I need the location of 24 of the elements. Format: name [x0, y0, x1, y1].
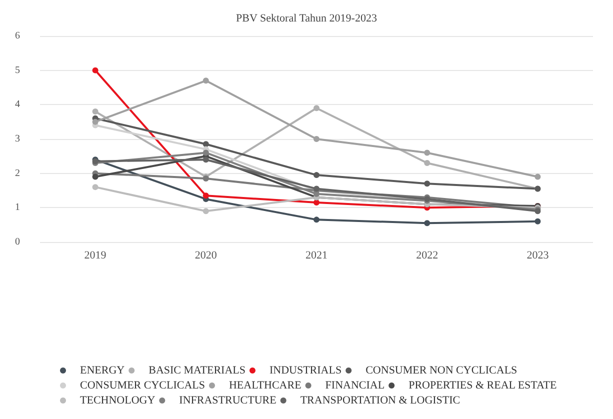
chart-title: PBV Sektoral Tahun 2019-2023 [236, 12, 378, 24]
y-tick-label: 0 [15, 236, 20, 248]
legend-label: FINANCIAL [325, 380, 385, 392]
legend-label: TECHNOLOGY [80, 394, 156, 406]
y-tick-label: 1 [15, 202, 20, 214]
x-tick-label: 2023 [526, 250, 550, 262]
y-tick-label: 6 [15, 30, 20, 42]
legend-label: CONSUMER CYCLICALS [80, 380, 205, 392]
legend-label: PROPERTIES & REAL ESTATE [408, 380, 557, 392]
legend-label: CONSUMER NON CYCLICALS [366, 364, 518, 376]
y-tick-label: 4 [15, 99, 20, 110]
x-tick-label: 2020 [194, 250, 218, 262]
legend-label: ENERGY [80, 364, 125, 376]
legend-label: TRANSPORTATION & LOGISTIC [300, 394, 460, 406]
legend-label: HEALTHCARE [228, 380, 302, 392]
legend-label: BASIC MATERIALS [148, 364, 246, 376]
x-tick-label: 2019 [84, 250, 107, 262]
y-tick-label: 2 [15, 168, 20, 179]
x-tick-label: 2022 [416, 250, 438, 262]
y-tick-label: 5 [15, 64, 20, 76]
y-tick-label: 3 [15, 134, 20, 144]
legend-label: INDUSTRIALS [269, 364, 342, 376]
x-tick-label: 2021 [306, 250, 328, 262]
legend-label: INFRASTRUCTURE [179, 394, 277, 406]
